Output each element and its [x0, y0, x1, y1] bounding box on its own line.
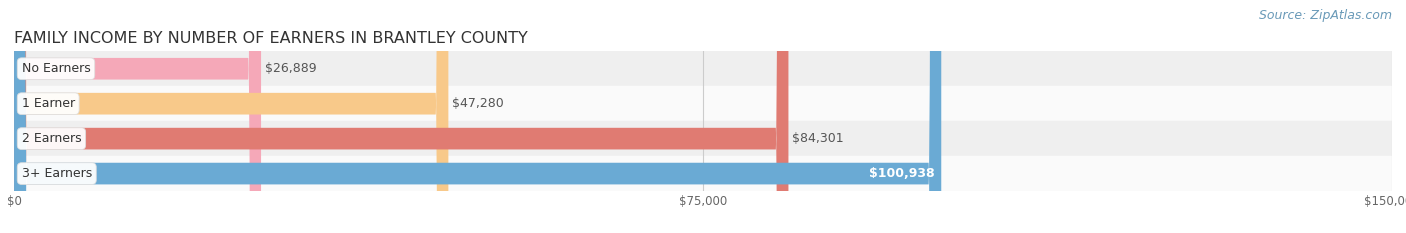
Bar — [14, 156, 1392, 191]
Bar — [14, 121, 1392, 156]
Text: $26,889: $26,889 — [264, 62, 316, 75]
Text: 2 Earners: 2 Earners — [21, 132, 82, 145]
Text: $47,280: $47,280 — [453, 97, 503, 110]
Text: No Earners: No Earners — [21, 62, 90, 75]
Text: $84,301: $84,301 — [792, 132, 844, 145]
Bar — [14, 51, 1392, 86]
Text: Source: ZipAtlas.com: Source: ZipAtlas.com — [1258, 9, 1392, 22]
Text: $100,938: $100,938 — [869, 167, 935, 180]
Text: 3+ Earners: 3+ Earners — [21, 167, 91, 180]
FancyBboxPatch shape — [14, 0, 262, 233]
FancyBboxPatch shape — [14, 0, 449, 233]
Text: 1 Earner: 1 Earner — [21, 97, 75, 110]
Bar — [14, 86, 1392, 121]
FancyBboxPatch shape — [14, 0, 789, 233]
FancyBboxPatch shape — [14, 0, 941, 233]
Text: FAMILY INCOME BY NUMBER OF EARNERS IN BRANTLEY COUNTY: FAMILY INCOME BY NUMBER OF EARNERS IN BR… — [14, 31, 527, 46]
